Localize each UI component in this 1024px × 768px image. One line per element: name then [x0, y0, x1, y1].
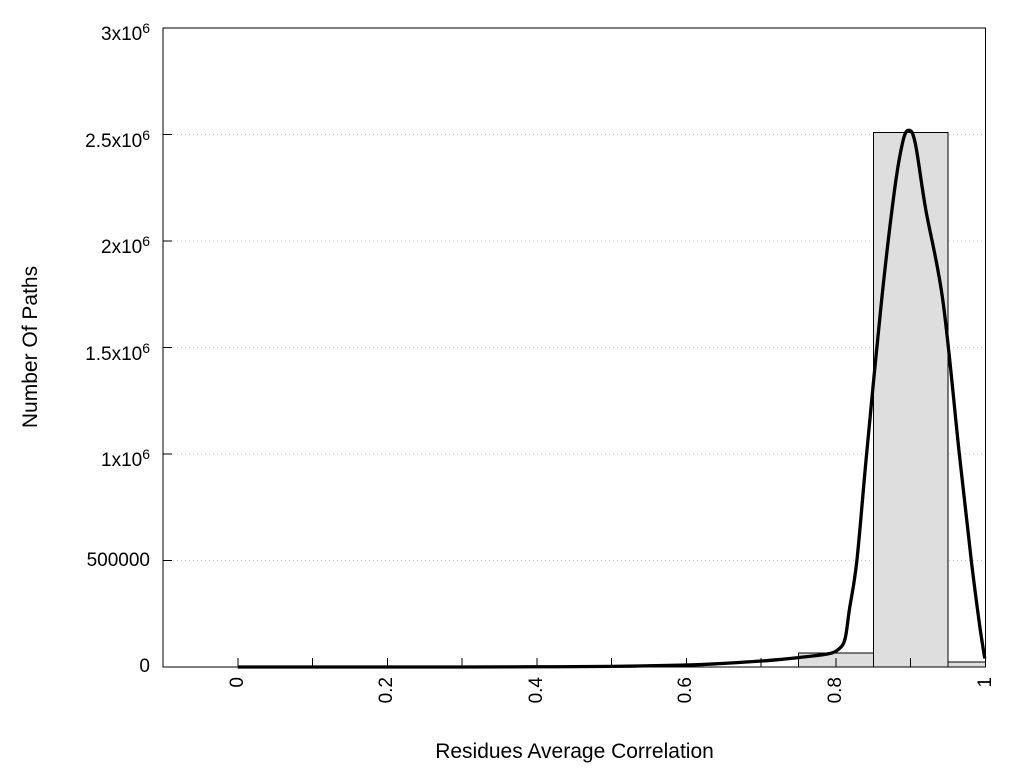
x-tick-label: 0.4 — [525, 677, 547, 704]
x-tick-label: 0 — [226, 677, 248, 688]
exponent: 6 — [142, 339, 150, 356]
y-tick-label: 2x106 — [101, 233, 150, 258]
exponent: 6 — [142, 233, 150, 249]
x-tick-label: 0.8 — [824, 677, 846, 704]
exponent: 6 — [142, 446, 150, 462]
y-tick-label: 2.5x106 — [85, 126, 150, 152]
histogram-bar — [872, 131, 949, 668]
x-tick-label: 0.6 — [675, 677, 697, 704]
x-tick-label: 1 — [974, 677, 996, 688]
exponent: 6 — [142, 126, 150, 143]
y-tick-label: 500000 — [86, 549, 150, 571]
y-tick-label: 3x106 — [101, 20, 150, 45]
y-tick-label: 1x106 — [101, 446, 150, 471]
histogram-bar — [947, 661, 987, 668]
plot-border — [162, 27, 986, 668]
x-axis-title: Residues Average Correlation — [435, 740, 714, 763]
x-tick-label: 0.2 — [376, 677, 398, 704]
y-tick-label: 1.5x106 — [85, 339, 150, 365]
exponent: 6 — [142, 20, 150, 36]
density-curve — [237, 128, 987, 669]
y-tick-label: 0 — [139, 656, 150, 677]
